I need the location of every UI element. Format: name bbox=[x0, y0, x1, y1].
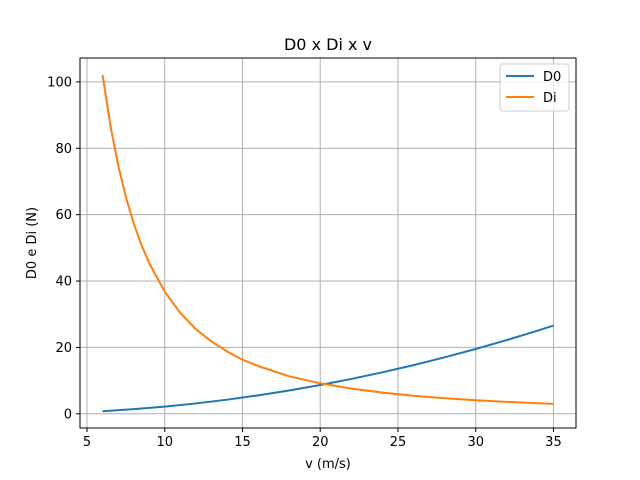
y-tick-label: 40 bbox=[55, 275, 72, 290]
series-layer bbox=[101, 74, 554, 413]
x-tick-label: 5 bbox=[83, 435, 91, 450]
legend: D0 Di bbox=[499, 63, 570, 112]
y-tick-label: 60 bbox=[55, 208, 72, 223]
y-tick-label: 0 bbox=[64, 407, 72, 422]
ticks: 5 10 15 20 25 30 35 0 20 40 60 80 100 bbox=[47, 75, 562, 450]
y-axis-label: D0 e Di (N) bbox=[25, 207, 40, 279]
y-tick-label: 80 bbox=[55, 142, 72, 157]
x-tick-label: 10 bbox=[156, 435, 173, 450]
grid bbox=[80, 58, 576, 428]
legend-label-di: Di bbox=[543, 91, 557, 106]
y-tick-label: 20 bbox=[55, 341, 72, 356]
series-line-di bbox=[101, 74, 554, 405]
x-tick-label: 35 bbox=[545, 435, 562, 450]
plot-frame bbox=[79, 57, 577, 429]
x-tick-label: 20 bbox=[312, 435, 329, 450]
series-line-d0 bbox=[102, 324, 554, 413]
x-tick-label: 15 bbox=[234, 435, 251, 450]
x-tick-label: 30 bbox=[467, 435, 484, 450]
x-axis-label: v (m/s) bbox=[305, 457, 351, 472]
y-tick-label: 100 bbox=[47, 75, 72, 90]
x-tick-label: 25 bbox=[390, 435, 407, 450]
legend-label-d0: D0 bbox=[543, 70, 561, 85]
chart-title: D0 x Di x v bbox=[284, 35, 372, 54]
